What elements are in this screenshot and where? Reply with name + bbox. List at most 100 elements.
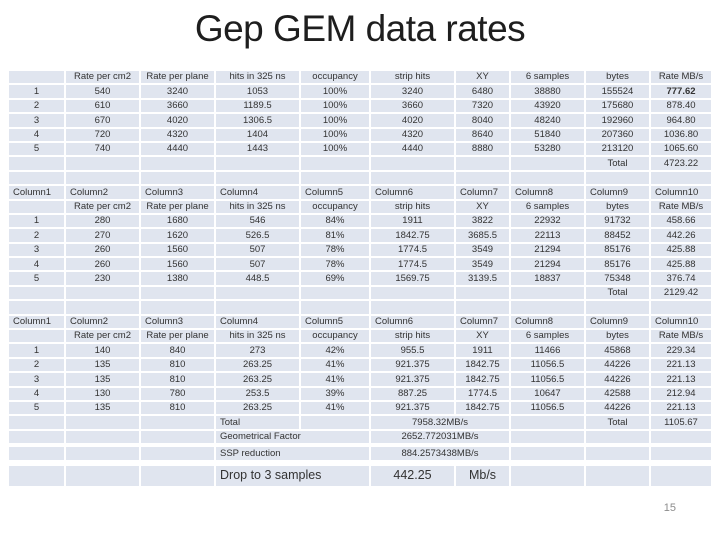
cell: 3139.5	[456, 272, 509, 285]
cell	[511, 157, 584, 170]
cell: 221.13	[651, 358, 711, 372]
cell: 425.88	[651, 258, 711, 271]
data-row: 5 740 4440 1443 100% 4440 8880 53280 213120 1065.…	[9, 142, 713, 156]
cell: 3	[9, 243, 64, 257]
cell: 4320	[371, 128, 454, 141]
cell: 1560	[141, 243, 214, 257]
cell	[371, 157, 454, 170]
cell	[216, 286, 299, 300]
cell: 1404	[216, 128, 299, 141]
footer-value-cell: 884.2573438MB/s	[371, 447, 509, 460]
cell: Column2	[66, 315, 139, 329]
footer-label-cell: Geometrical Factor	[216, 430, 369, 444]
cell: 280	[66, 214, 139, 228]
cell: 670	[66, 114, 139, 127]
cell: hits in 325 ns	[216, 71, 299, 84]
cell	[141, 465, 214, 486]
cell: 1911	[456, 344, 509, 357]
cell	[141, 286, 214, 300]
cell	[586, 430, 649, 444]
cell: 740	[66, 142, 139, 156]
cell	[456, 157, 509, 170]
grand-total-label-cell: Total	[216, 416, 299, 429]
cell: 75348	[586, 272, 649, 285]
cell: 213120	[586, 142, 649, 156]
total-row: Total 2129.42	[9, 286, 713, 300]
cell	[216, 301, 299, 314]
cell: 135	[66, 358, 139, 372]
cell	[511, 171, 584, 185]
cell	[141, 171, 214, 185]
cell	[511, 416, 584, 429]
cell: 1774.5	[371, 243, 454, 257]
cell: 887.25	[371, 387, 454, 400]
cell: Rate per cm2	[66, 330, 139, 343]
cell: 81%	[301, 229, 369, 242]
total-value-cell: 2129.42	[651, 286, 711, 300]
cell: 221.13	[651, 373, 711, 386]
data-row: 3 135 810 263.25 41% 921.375 1842.75 11056.5 442…	[9, 373, 713, 386]
footer-row: Geometrical Factor 2652.772031MB/s	[9, 430, 713, 444]
cell: Column9	[586, 315, 649, 329]
cell	[66, 465, 139, 486]
cell: 8640	[456, 128, 509, 141]
cell: 810	[141, 401, 214, 415]
cell: 230	[66, 272, 139, 285]
cell	[456, 301, 509, 314]
cell	[9, 71, 64, 84]
cell: 53280	[511, 142, 584, 156]
cell: 41%	[301, 401, 369, 415]
cell: 5	[9, 401, 64, 415]
cell: 540	[66, 85, 139, 98]
cell	[371, 301, 454, 314]
cell: Column4	[216, 186, 299, 199]
cell: 3	[9, 114, 64, 127]
cell: Column7	[456, 315, 509, 329]
cell	[456, 286, 509, 300]
cell: 42588	[586, 387, 649, 400]
cell: 260	[66, 258, 139, 271]
cell: 41%	[301, 358, 369, 372]
cell: 376.74	[651, 272, 711, 285]
cell	[66, 430, 139, 444]
data-row: 2 135 810 263.25 41% 921.375 1842.75 11056.5 442…	[9, 358, 713, 372]
cell: XY	[456, 71, 509, 84]
cell: 263.25	[216, 358, 299, 372]
cell: 38880	[511, 85, 584, 98]
header-row: Rate per cm2 Rate per plane hits in 325 ns…	[9, 71, 713, 84]
data-row: 2 270 1620 526.5 81% 1842.75 3685.5 22113 88452 4…	[9, 229, 713, 242]
cell: 425.88	[651, 243, 711, 257]
cell	[651, 465, 711, 486]
cell: 100%	[301, 99, 369, 113]
footer-value-cell: 442.25	[371, 465, 454, 486]
cell: 221.13	[651, 401, 711, 415]
cell: 175680	[586, 99, 649, 113]
cell	[141, 157, 214, 170]
slide-title: Gep GEM data rates	[194, 8, 526, 49]
separator-row	[9, 301, 713, 314]
cell	[216, 171, 299, 185]
cell: Rate per plane	[141, 200, 214, 213]
cell	[651, 447, 711, 460]
cell: 41%	[301, 373, 369, 386]
cell: Column8	[511, 186, 584, 199]
header-row: Rate per cm2 Rate per plane hits in 325 ns…	[9, 330, 713, 343]
cell: Rate per cm2	[66, 200, 139, 213]
cell: 3549	[456, 258, 509, 271]
cell: 780	[141, 387, 214, 400]
column-names-row: Column1 Column2 Column3 Column4 Column5 Colum…	[9, 315, 713, 329]
cell: 955.5	[371, 344, 454, 357]
cell: 1842.75	[371, 229, 454, 242]
cell: 1774.5	[456, 387, 509, 400]
cell: 212.94	[651, 387, 711, 400]
cell	[651, 301, 711, 314]
cell: 1443	[216, 142, 299, 156]
cell: 1842.75	[456, 401, 509, 415]
cell: 3660	[141, 99, 214, 113]
cell: Column4	[216, 315, 299, 329]
cell: 921.375	[371, 373, 454, 386]
cell: 1680	[141, 214, 214, 228]
cell: Column1	[9, 315, 64, 329]
cell: strip hits	[371, 200, 454, 213]
